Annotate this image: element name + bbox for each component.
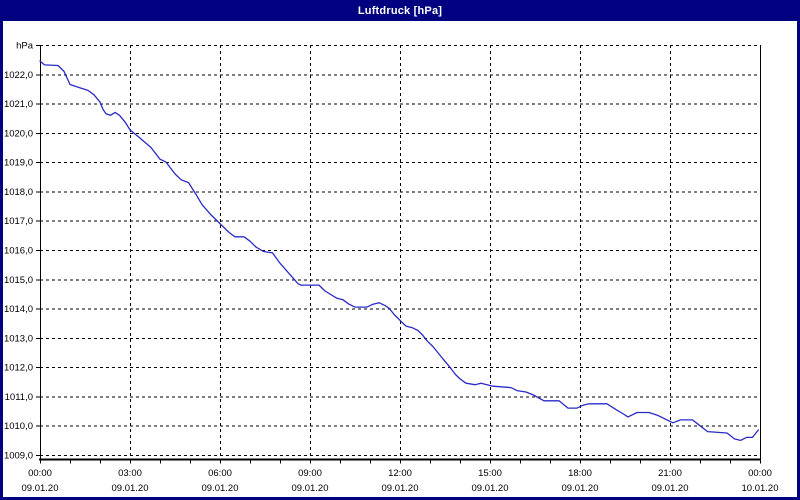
x-tick-date: 09.01.20 <box>22 483 59 494</box>
y-tick-label: 1010,0 <box>4 421 33 432</box>
x-tick-time: 18:00 <box>568 468 592 479</box>
y-tick-label: 1009,0 <box>4 451 33 462</box>
x-tick-time: 15:00 <box>478 468 502 479</box>
x-tick-time: 09:00 <box>298 468 322 479</box>
window-title: Luftdruck [hPa] <box>357 4 443 17</box>
y-tick-label: 1021,0 <box>4 99 33 110</box>
y-axis-ticks <box>36 45 40 456</box>
x-tick-time: 03:00 <box>118 468 142 479</box>
y-tick-label: 1017,0 <box>4 216 33 227</box>
x-tick-date: 09.01.20 <box>112 483 149 494</box>
y-axis-labels: 1009,0 1010,0 1011,0 1012,0 1013,0 1014,0 1015… <box>4 41 34 462</box>
y-tick-label: 1016,0 <box>4 246 33 257</box>
plot-border <box>39 45 761 464</box>
y-tick-label: 1015,0 <box>4 275 33 286</box>
x-tick-time: 12:00 <box>388 468 412 479</box>
x-tick-date: 09.01.20 <box>202 483 239 494</box>
y-tick-label: 1012,0 <box>4 363 33 374</box>
x-tick-date: 09.01.20 <box>472 483 509 494</box>
title-bar: Luftdruck [hPa] <box>0 0 800 21</box>
x-tick-time: 00:00 <box>28 468 52 479</box>
horizontal-gridlines <box>40 45 760 456</box>
x-tick-time: 06:00 <box>208 468 232 479</box>
x-tick-date: 09.01.20 <box>382 483 419 494</box>
x-axis-labels: 00:00 09.01.20 03:00 09.01.20 06:00 09.01.20 0… <box>22 468 779 494</box>
x-tick-date: 09.01.20 <box>292 483 329 494</box>
x-tick-time: 00:00 <box>748 468 772 479</box>
x-tick-time: 21:00 <box>658 468 682 479</box>
y-tick-label: 1020,0 <box>4 128 33 139</box>
y-unit-label: hPa <box>16 41 34 52</box>
y-tick-label: 1011,0 <box>5 392 33 403</box>
y-tick-label: 1014,0 <box>4 304 33 315</box>
x-tick-date: 10.01.20 <box>742 483 779 494</box>
x-tick-date: 09.01.20 <box>562 483 599 494</box>
y-tick-label: 1018,0 <box>4 187 33 198</box>
y-tick-label: 1019,0 <box>4 158 33 169</box>
x-tick-date: 09.01.20 <box>652 483 689 494</box>
y-tick-label: 1022,0 <box>4 70 33 81</box>
pressure-series-line <box>39 60 760 442</box>
y-tick-label: 1013,0 <box>4 333 33 344</box>
